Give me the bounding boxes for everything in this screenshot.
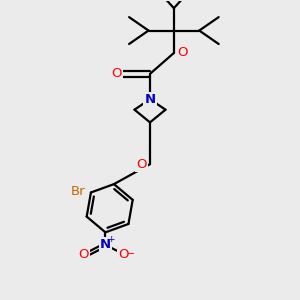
Text: O: O <box>177 46 188 59</box>
Text: N: N <box>144 93 156 106</box>
Text: O: O <box>111 68 122 80</box>
Text: O: O <box>136 158 147 171</box>
Text: N: N <box>100 238 111 251</box>
Text: O: O <box>79 248 89 261</box>
Text: Br: Br <box>71 185 86 198</box>
Text: −: − <box>128 249 136 259</box>
Text: O: O <box>118 248 129 261</box>
Text: +: + <box>107 235 114 244</box>
